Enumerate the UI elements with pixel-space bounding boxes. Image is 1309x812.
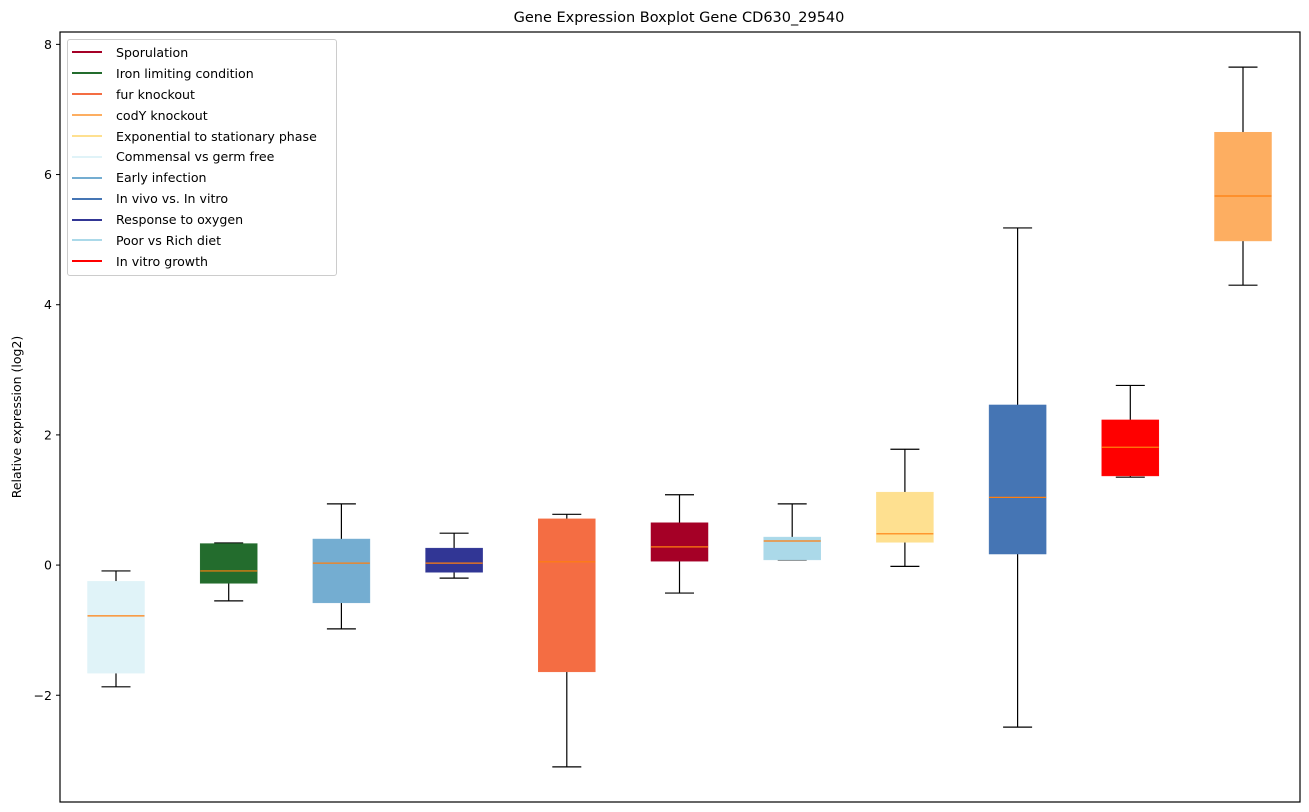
- box-iqr: [538, 518, 596, 673]
- legend-label: In vitro growth: [116, 253, 209, 269]
- y-tick-label: 0: [44, 558, 52, 573]
- box-iqr: [988, 404, 1047, 555]
- box-iqr: [312, 538, 371, 604]
- box-iqr: [1101, 419, 1160, 477]
- box-sporulation: [650, 494, 709, 594]
- plot-frame: [59, 31, 1301, 803]
- legend-item: Commensal vs germ free: [68, 146, 336, 167]
- box-cody-knockout: [1214, 66, 1272, 286]
- box-exponential-to-stationary-phase: [876, 448, 934, 567]
- y-tick-label: 8: [44, 37, 52, 52]
- legend-item: In vivo vs. In vitro: [68, 188, 336, 209]
- y-tick-label: 2: [44, 427, 52, 442]
- legend-label: Sporulation: [116, 44, 189, 60]
- box-iron-limiting-condition: [199, 542, 258, 602]
- legend-label: codY knockout: [116, 107, 208, 123]
- box-early-infection: [312, 503, 371, 630]
- box-response-to-oxygen: [425, 532, 483, 579]
- legend-item: Poor vs Rich diet: [68, 230, 336, 251]
- box-commensal-vs-germ-free: [87, 570, 145, 688]
- legend-item: Early infection: [68, 167, 336, 188]
- legend-label: Commensal vs germ free: [116, 149, 275, 165]
- legend-label: Early infection: [116, 170, 207, 186]
- legend-label: In vivo vs. In vitro: [116, 191, 229, 207]
- legend-swatch: [72, 155, 102, 158]
- y-tick-label: −2: [34, 688, 52, 703]
- box-in-vivo-vs-in-vitro: [988, 227, 1047, 728]
- legend-label: fur knockout: [116, 86, 195, 102]
- legend-item: Iron limiting condition: [68, 63, 336, 84]
- legend-swatch: [72, 72, 102, 75]
- legend: Sporulation Iron limiting condition fur kn…: [67, 39, 337, 276]
- legend-swatch: [72, 218, 102, 221]
- box-iqr: [425, 547, 483, 573]
- legend-item: In vitro growth: [68, 251, 336, 272]
- y-tick-label: 4: [44, 297, 52, 312]
- box-iqr: [650, 522, 709, 562]
- y-tick-label: 6: [44, 167, 52, 182]
- box-iqr: [763, 536, 821, 561]
- legend-item: Response to oxygen: [68, 209, 336, 230]
- legend-swatch: [72, 135, 102, 137]
- legend-swatch: [72, 176, 102, 179]
- y-axis-ticks: −2 0 2 4 6 8: [34, 37, 60, 703]
- legend-swatch: [72, 260, 102, 263]
- legend-label: Iron limiting condition: [116, 65, 254, 81]
- legend-swatch: [72, 93, 102, 96]
- legend-swatch: [72, 114, 102, 117]
- legend-item: Exponential to stationary phase: [68, 126, 336, 147]
- boxes: [87, 66, 1272, 768]
- box-in-vitro-growth: [1101, 384, 1160, 478]
- legend-swatch: [72, 51, 102, 54]
- legend-item: codY knockout: [68, 105, 336, 126]
- y-axis-label: Relative expression (log2): [9, 336, 24, 499]
- box-iqr: [876, 491, 934, 543]
- box-iqr: [1214, 131, 1272, 242]
- legend-label: Response to oxygen: [116, 212, 244, 228]
- chart-title: Gene Expression Boxplot Gene CD630_29540: [514, 10, 845, 26]
- legend-label: Poor vs Rich diet: [116, 232, 222, 248]
- legend-swatch: [72, 239, 102, 242]
- box-iqr: [87, 581, 145, 674]
- box-poor-vs-rich-diet: [763, 503, 821, 561]
- legend-swatch: [72, 197, 102, 200]
- box-iqr: [199, 543, 258, 584]
- legend-label: Exponential to stationary phase: [116, 128, 317, 144]
- box-fur-knockout: [538, 513, 596, 768]
- legend-item: Sporulation: [68, 42, 336, 63]
- legend-item: fur knockout: [68, 84, 336, 105]
